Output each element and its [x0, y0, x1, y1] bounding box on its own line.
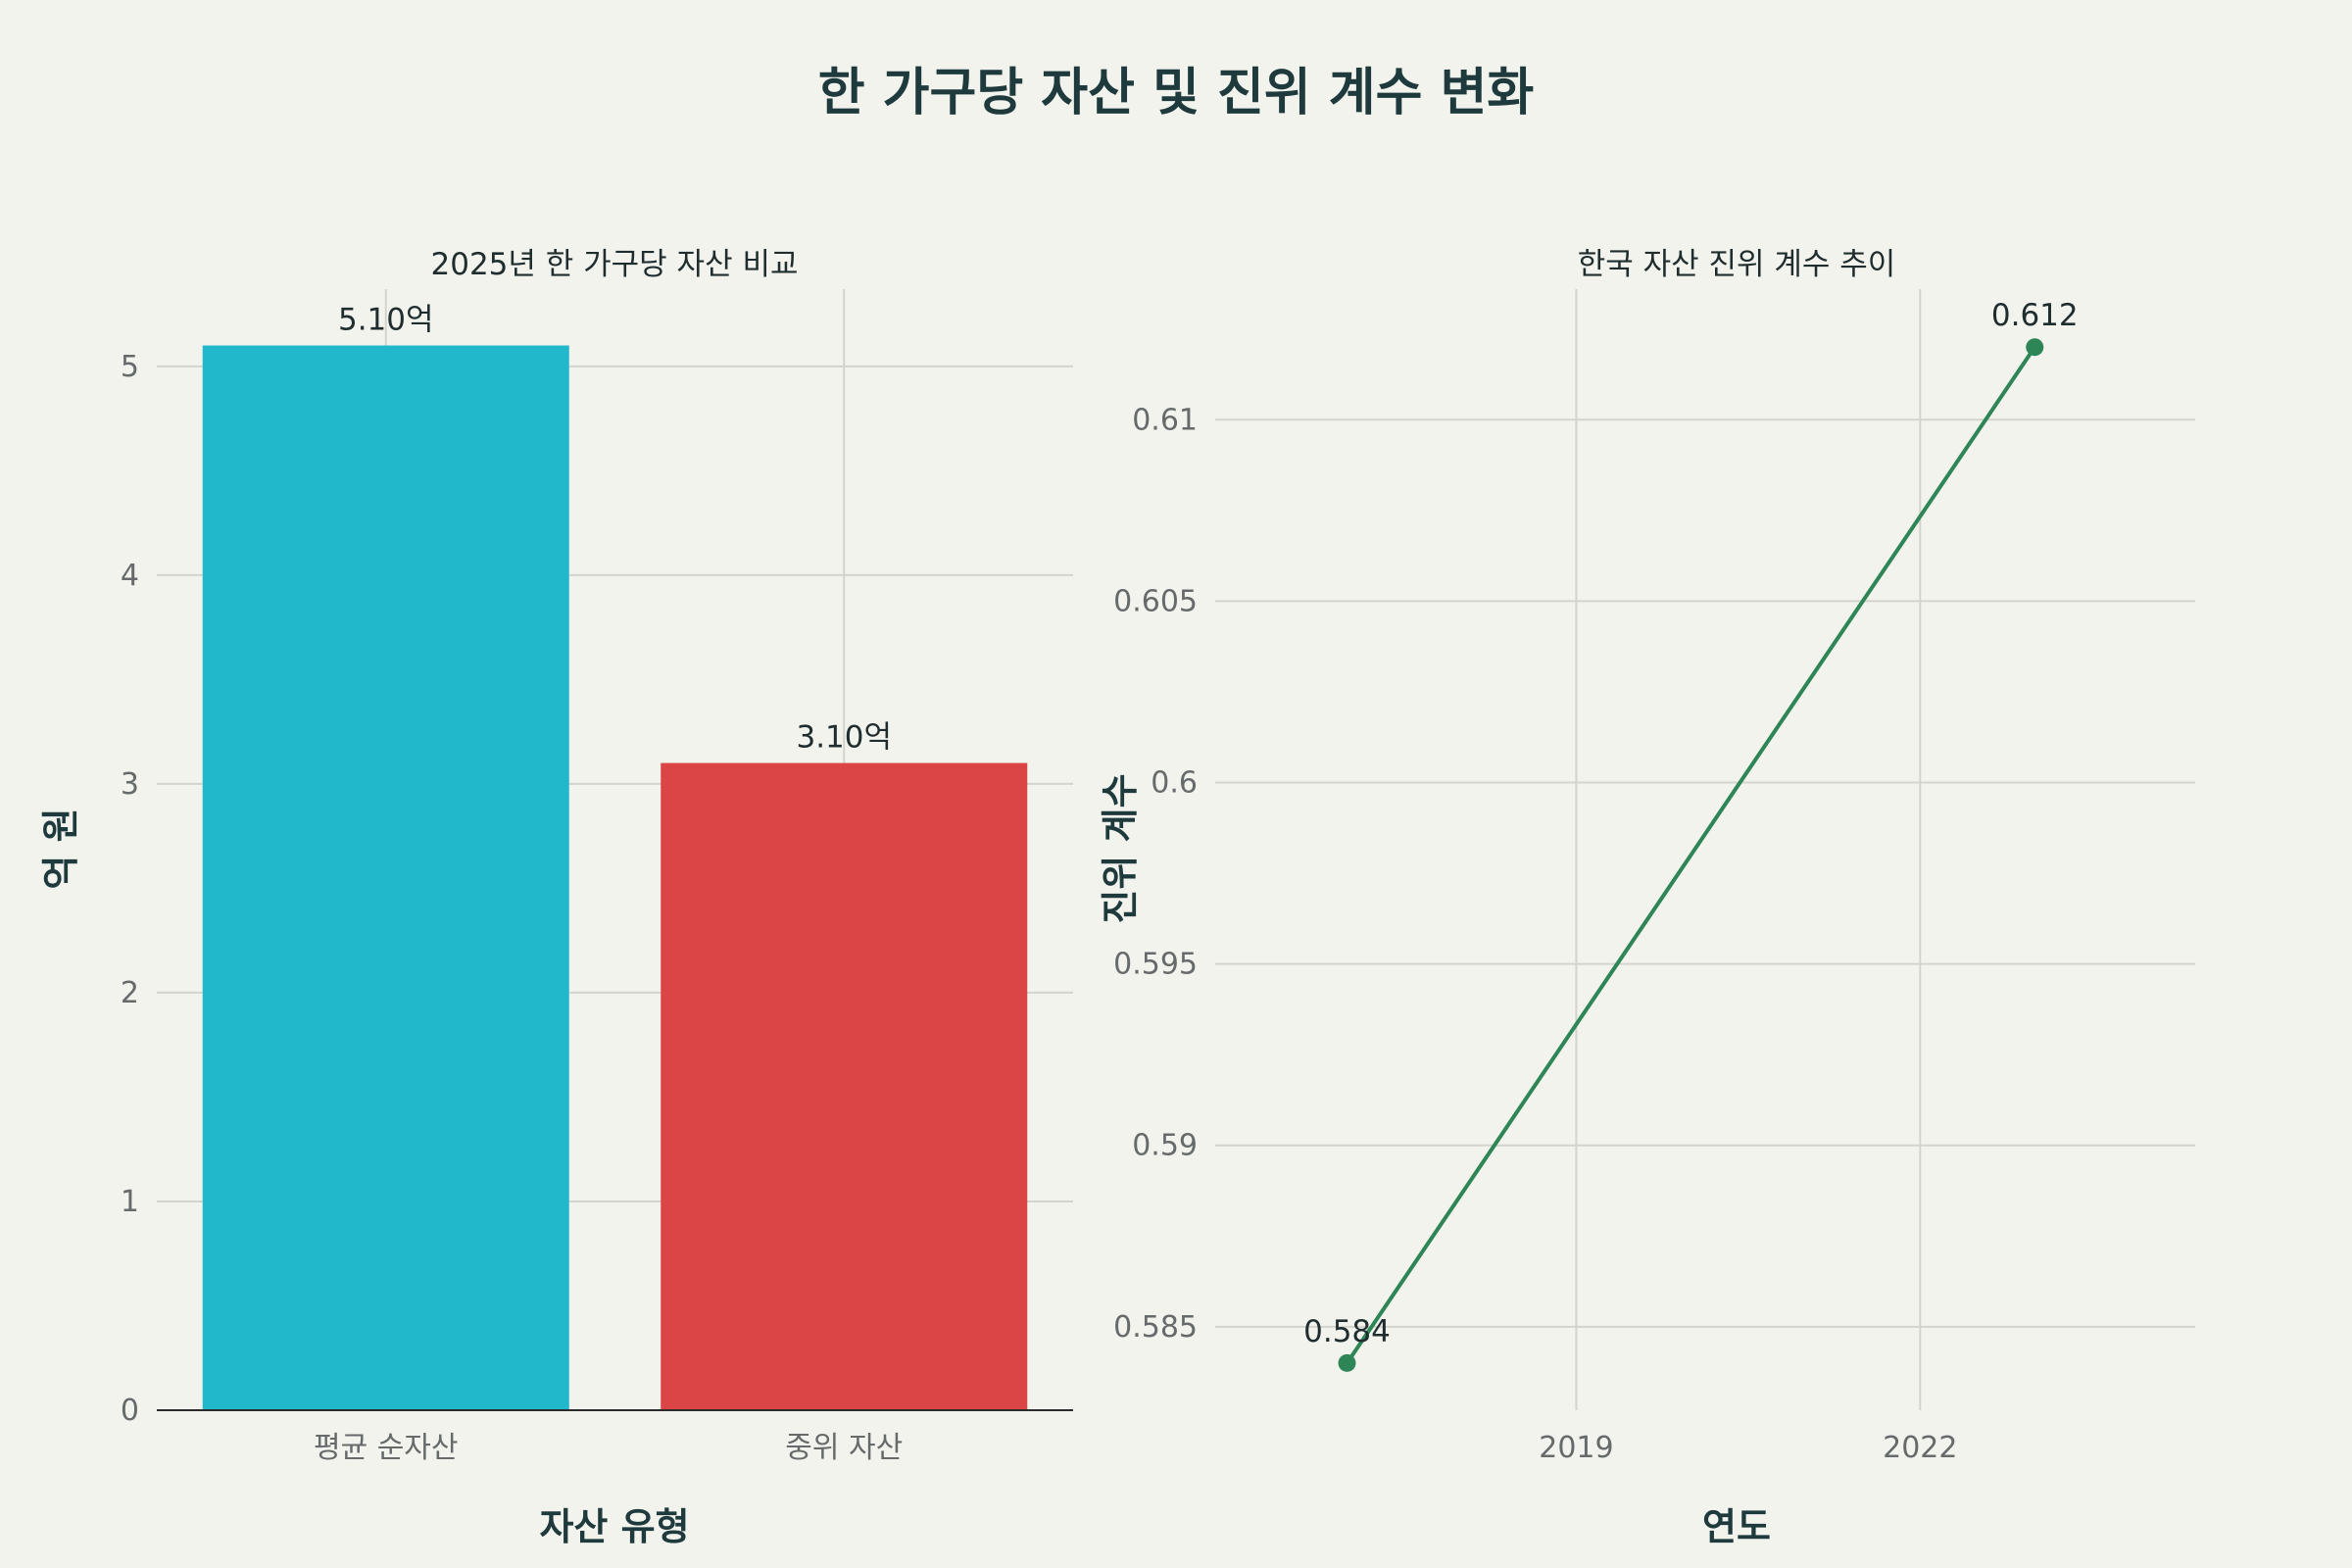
bar-1	[202, 345, 569, 1411]
bar-chart-title: 2025년 한 가구당 자산 비교	[431, 247, 799, 282]
line-chart-grid	[1215, 289, 2195, 1410]
bar-chart-y-tick-label: 4	[121, 559, 139, 593]
line-point-label: 0.584	[1303, 1314, 1391, 1349]
line-chart-y-tick-label: 0.605	[1113, 584, 1198, 618]
bar-data-label: 3.10억	[796, 720, 892, 756]
bar-chart-data-labels: 5.10억 3.10억	[338, 303, 892, 756]
bar-2	[661, 762, 1028, 1410]
line-chart-x-tick-label: 2022	[1883, 1431, 1957, 1465]
line-chart-x-axis-title: 연도	[1702, 1505, 1771, 1548]
bar-chart: 2025년 한 가구당 자산 비교 0 1 2 3 4 5 5.10억 3.10억 평균 순…	[39, 247, 1073, 1548]
bar-chart-x-ticks: 평균 순자산 중위 자산	[314, 1431, 903, 1465]
line-chart-x-tick-label: 2019	[1539, 1431, 1613, 1465]
line-chart-x-ticks: 2019 2022	[1539, 1431, 1957, 1465]
bar-chart-bars	[202, 345, 1028, 1411]
line-chart: 한국 자산 진위 계수 추이 0.585 0.59 0.595 0.6 0.605 0.6…	[1099, 247, 2195, 1548]
bar-chart-x-tick-label: 평균 순자산	[314, 1431, 459, 1465]
bar-chart-y-tick-label: 3	[121, 767, 139, 802]
line-series-path	[1345, 346, 2036, 1364]
line-point-label: 0.612	[1991, 298, 2079, 333]
bar-chart-y-tick-label: 2	[121, 976, 139, 1010]
line-chart-y-axis-title: 진위 계수	[1099, 773, 1142, 923]
line-chart-y-ticks: 0.585 0.59 0.595 0.6 0.605 0.61	[1113, 403, 1198, 1345]
bar-chart-y-ticks: 0 1 2 3 4 5	[121, 350, 139, 1428]
bar-chart-y-axis-title: 억 원	[39, 808, 82, 889]
bar-data-label: 5.10억	[338, 303, 434, 338]
bar-chart-y-tick-label: 5	[121, 350, 139, 384]
line-chart-y-tick-label: 0.6	[1151, 766, 1198, 801]
line-point-2	[2026, 338, 2044, 357]
line-point-1	[1338, 1353, 1356, 1372]
figure-title: 한 가구당 자산 및 진위 계수 변화	[818, 64, 1535, 122]
bar-chart-x-axis-title: 자산 유형	[539, 1505, 689, 1548]
line-chart-y-tick-label: 0.595	[1113, 948, 1198, 982]
line-chart-y-tick-label: 0.59	[1132, 1129, 1198, 1163]
bar-chart-y-tick-label: 1	[121, 1185, 139, 1219]
bar-chart-y-tick-label: 0	[121, 1394, 139, 1428]
line-chart-series: 0.584 0.612	[1303, 298, 2079, 1372]
line-chart-y-tick-label: 0.585	[1113, 1310, 1198, 1345]
bar-chart-x-tick-label: 중위 자산	[785, 1431, 903, 1465]
line-chart-y-tick-label: 0.61	[1132, 403, 1198, 437]
line-chart-title: 한국 자산 진위 계수 추이	[1578, 247, 1896, 282]
